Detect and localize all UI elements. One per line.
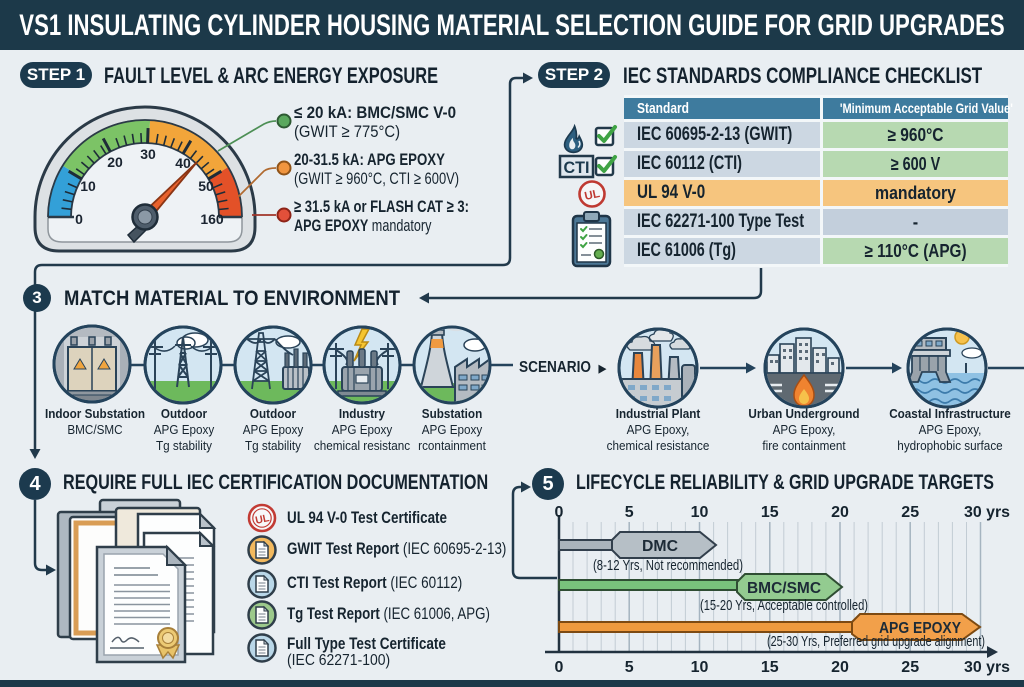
svg-text:30 yrs: 30 yrs [964,659,1010,676]
svg-text:25: 25 [901,659,919,676]
svg-text:UL: UL [584,188,602,203]
svg-text:15: 15 [761,504,779,521]
svg-text:0: 0 [75,211,83,227]
svg-text:20: 20 [107,154,123,170]
svg-text:20: 20 [831,659,849,676]
svg-text:160: 160 [200,211,224,227]
svg-text:DMC: DMC [642,538,678,555]
svg-text:10: 10 [691,504,709,521]
svg-text:25: 25 [901,504,919,521]
svg-text:5: 5 [625,659,634,676]
svg-text:10: 10 [80,178,96,194]
svg-text:30 yrs: 30 yrs [964,504,1010,521]
svg-text:BMC/SMC: BMC/SMC [747,580,821,597]
svg-text:15: 15 [761,659,779,676]
svg-text:0: 0 [555,659,564,676]
svg-text:(15-20 Yrs, Acceptable control: (15-20 Yrs, Acceptable controlled) [700,597,868,614]
svg-text:5: 5 [625,504,634,521]
svg-text:CTI: CTI [564,158,590,177]
svg-text:APG EPOXY: APG EPOXY [879,620,961,637]
svg-text:10: 10 [691,659,709,676]
svg-text:20: 20 [831,504,849,521]
svg-text:(8-12 Yrs, Not recommended): (8-12 Yrs, Not recommended) [593,557,743,574]
svg-text:30: 30 [140,146,156,162]
svg-text:50: 50 [198,178,214,194]
svg-text:0: 0 [555,504,564,521]
svg-text:(25-30 Yrs, Preferred grid upg: (25-30 Yrs, Preferred grid upgrade align… [767,633,985,650]
svg-text:UL: UL [254,512,271,527]
svg-text:40: 40 [175,155,191,171]
